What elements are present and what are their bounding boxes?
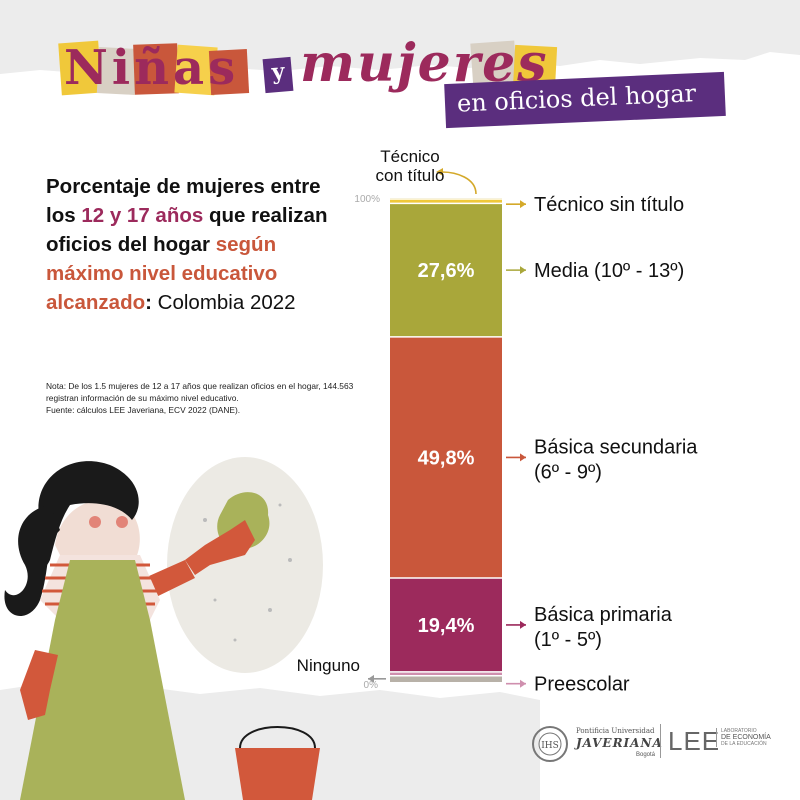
heading-country-year: Colombia 2022 [157, 291, 296, 314]
value-label-media: 27,6% [418, 260, 475, 282]
leader-media-head [520, 266, 526, 275]
category-label-basica-secundaria-1: (6º - 9º) [534, 461, 602, 483]
logo-university-line3: Bogotá [636, 752, 656, 758]
note: Nota: De los 1.5 mujeres de 12 a 17 años… [46, 380, 356, 416]
header: Niñas y mujeres en oficios del hogar [0, 0, 800, 140]
logos: IHS Pontificia Universidad JAVERIANA Bog… [530, 718, 771, 768]
logo-divider [660, 724, 661, 758]
category-label-tecnico-con-titulo: Técnico [380, 147, 440, 166]
logo-university-line2: JAVERIANA [576, 736, 663, 750]
leader-tecnico-sin-titulo-head [520, 200, 526, 209]
heading-highlight-level: según máximo nivel educativo alcanzado [46, 233, 278, 314]
leader-basica-primaria-head [520, 620, 526, 629]
category-label-basica-primaria-1: (1º - 5º) [534, 629, 602, 651]
category-label-media: Media (10º - 13º) [534, 260, 684, 282]
category-label-preescolar: Preescolar [534, 674, 630, 696]
bar-segment-media [390, 203, 502, 337]
heading-part-2: que realizan oficios del hogar [46, 204, 328, 256]
leader-tecnico-con-titulo [441, 171, 477, 195]
svg-text:IHS: IHS [541, 741, 559, 751]
leader-ninguno-head [368, 674, 374, 683]
leader-basica-secundaria-head [520, 453, 526, 462]
bar-segment-ninguno [390, 675, 502, 682]
y-tick-0: 0% [364, 680, 379, 691]
title-word-ninas: Niñas [58, 40, 250, 100]
value-label-basica-primaria: 19,4% [418, 615, 475, 637]
bar-segment-preescolar [390, 671, 502, 676]
category-label-ninguno: Ninguno [297, 656, 360, 675]
category-label-basica-primaria: Básica primaria [534, 604, 673, 626]
leader-preescolar-head [520, 679, 526, 688]
javeriana-seal-icon: IHS [532, 726, 568, 762]
category-label-tecnico-con-titulo-1: con título [376, 166, 445, 185]
heading-highlight-age: 12 y 17 años [81, 204, 204, 227]
logo-lee: LEE [668, 726, 721, 756]
bar-segment-basica-secundaria [390, 336, 502, 578]
heading-part-1: Porcentaje de mujeres entre los [46, 175, 321, 227]
category-label-tecnico-sin-titulo: Técnico sin título [534, 194, 684, 216]
leader-tecnico-con-titulo-head [436, 168, 443, 176]
y-tick-100: 100% [354, 194, 380, 205]
source-text: Fuente: cálculos LEE Javeriana, ECV 2022… [46, 405, 241, 415]
logo-lee-subtitle: LABORATORIO DE ECONOMÍA DE LA EDUCACIÓN [716, 728, 779, 747]
chart-heading: Porcentaje de mujeres entre los 12 y 17 … [46, 172, 336, 317]
category-label-basica-secundaria: Básica secundaria [534, 436, 698, 458]
bar-segment-tecnico-sin-titulo [390, 198, 502, 204]
bar-segment-basica-primaria [390, 577, 502, 672]
logo-university-line1: Pontificia Universidad [576, 727, 655, 735]
heading-part-3: : [145, 291, 158, 314]
value-label-basica-secundaria: 49,8% [418, 447, 475, 469]
note-text: Nota: De los 1.5 mujeres de 12 a 17 años… [46, 381, 354, 403]
